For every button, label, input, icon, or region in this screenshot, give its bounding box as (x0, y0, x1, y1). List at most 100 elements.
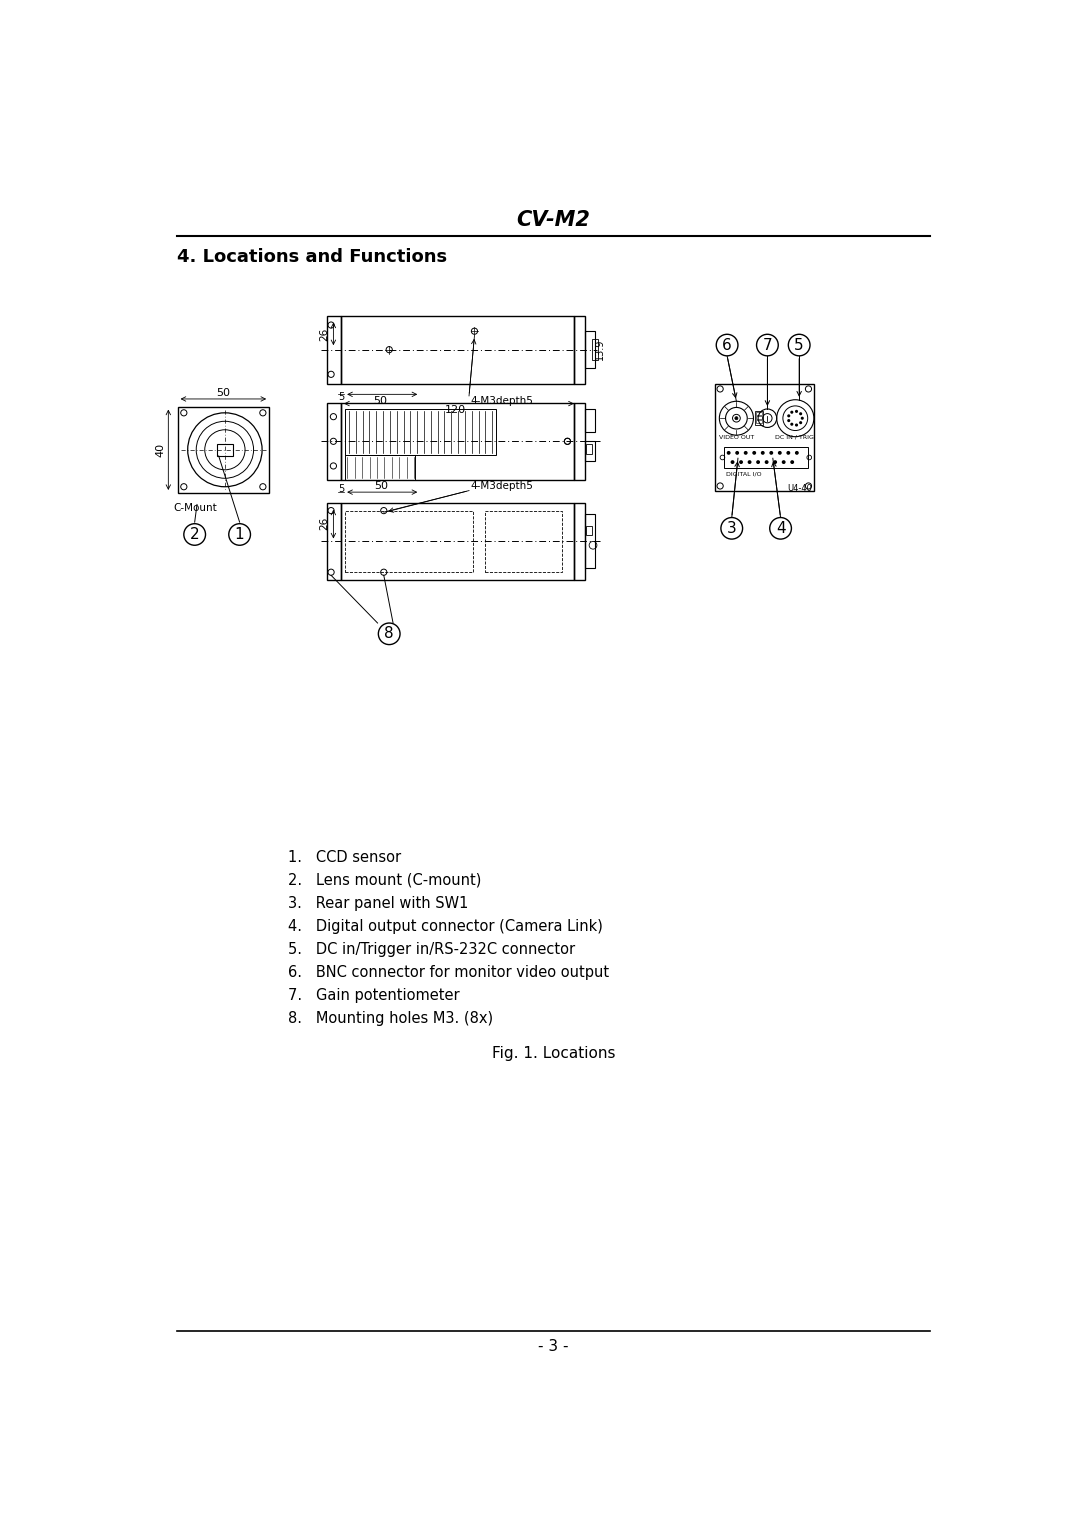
Text: 1: 1 (234, 527, 244, 542)
Text: 26: 26 (320, 516, 329, 530)
Circle shape (734, 417, 738, 420)
Text: 7: 7 (762, 338, 772, 353)
Text: 4-M3depth5: 4-M3depth5 (471, 481, 534, 490)
Circle shape (795, 423, 798, 426)
Text: 6: 6 (723, 338, 732, 353)
Text: 2.   Lens mount (C-mount): 2. Lens mount (C-mount) (288, 872, 482, 888)
Circle shape (788, 335, 810, 356)
Text: 1.   CCD sensor: 1. CCD sensor (288, 850, 402, 865)
Circle shape (735, 451, 739, 455)
Bar (345, 510, 473, 571)
Text: 8: 8 (384, 626, 394, 642)
Text: 50: 50 (375, 481, 389, 490)
Circle shape (757, 335, 779, 356)
Bar (756, 413, 762, 416)
Text: 50: 50 (373, 396, 387, 406)
Bar (341, 316, 573, 384)
Bar (584, 410, 595, 432)
Circle shape (787, 419, 791, 422)
Circle shape (799, 422, 802, 425)
Circle shape (727, 451, 730, 455)
Circle shape (791, 460, 794, 465)
Text: 5: 5 (795, 338, 804, 353)
Circle shape (184, 524, 205, 545)
Text: 4. Locations and Functions: 4. Locations and Functions (177, 248, 447, 266)
Circle shape (747, 460, 752, 465)
Bar (592, 339, 598, 361)
Bar (584, 515, 595, 568)
Bar (485, 510, 562, 571)
Circle shape (378, 623, 400, 645)
Bar (327, 403, 341, 480)
Text: 8.   Mounting holes M3. (8x): 8. Mounting holes M3. (8x) (288, 1012, 494, 1027)
Bar (345, 455, 415, 480)
Circle shape (787, 414, 791, 417)
Circle shape (791, 411, 794, 414)
Text: - 3 -: - 3 - (538, 1339, 569, 1354)
Circle shape (786, 451, 791, 455)
Text: 50: 50 (216, 388, 230, 397)
Bar (756, 420, 762, 423)
Text: 5: 5 (338, 484, 345, 494)
Circle shape (795, 451, 799, 455)
Text: 5: 5 (338, 393, 345, 402)
Bar (573, 403, 584, 480)
Text: 2: 2 (190, 527, 200, 542)
Text: DC IN / TRIG: DC IN / TRIG (775, 435, 814, 440)
Bar (341, 403, 573, 480)
Bar (755, 411, 762, 425)
Text: Fig. 1. Locations: Fig. 1. Locations (491, 1047, 616, 1060)
Circle shape (744, 451, 747, 455)
Text: DIGITAL I/O: DIGITAL I/O (727, 471, 762, 477)
Bar (573, 316, 584, 384)
Circle shape (769, 451, 773, 455)
Text: 3: 3 (727, 521, 737, 536)
Circle shape (739, 460, 743, 465)
Circle shape (795, 410, 798, 413)
Bar (756, 416, 762, 419)
Text: U4-40: U4-40 (787, 484, 812, 492)
Text: VIDEO OUT: VIDEO OUT (718, 435, 754, 440)
Bar (217, 443, 232, 455)
Circle shape (760, 451, 765, 455)
Circle shape (765, 460, 769, 465)
Text: CV-M2: CV-M2 (516, 211, 591, 231)
Circle shape (778, 451, 782, 455)
Text: 4-M3depth5: 4-M3depth5 (471, 396, 534, 406)
Text: C-Mount: C-Mount (174, 503, 217, 513)
Bar (327, 316, 341, 384)
Bar (724, 446, 808, 468)
Bar (586, 526, 592, 535)
Circle shape (756, 460, 760, 465)
Bar (715, 384, 814, 492)
Bar (341, 503, 573, 581)
Bar (584, 442, 595, 460)
Circle shape (782, 460, 785, 465)
Text: 4: 4 (775, 521, 785, 536)
Bar (345, 410, 496, 455)
Circle shape (730, 460, 734, 465)
Circle shape (791, 423, 794, 426)
Circle shape (229, 524, 251, 545)
Circle shape (770, 518, 792, 539)
Bar (327, 503, 341, 581)
Text: 26: 26 (320, 327, 329, 341)
Bar (573, 503, 584, 581)
Text: 6.   BNC connector for monitor video output: 6. BNC connector for monitor video outpu… (288, 966, 609, 979)
Circle shape (799, 413, 802, 416)
Text: 5.   DC in/Trigger in/RS-232C connector: 5. DC in/Trigger in/RS-232C connector (288, 941, 576, 957)
Text: 40: 40 (156, 443, 165, 457)
Text: 4.   Digital output connector (Camera Link): 4. Digital output connector (Camera Link… (288, 918, 604, 934)
Bar (586, 445, 592, 454)
Text: 7.   Gain potentiometer: 7. Gain potentiometer (288, 989, 460, 1004)
Text: 3.   Rear panel with SW1: 3. Rear panel with SW1 (288, 895, 469, 911)
Circle shape (716, 335, 738, 356)
Circle shape (721, 518, 743, 539)
Circle shape (800, 417, 804, 420)
Text: 120: 120 (445, 405, 465, 414)
Bar (177, 406, 269, 494)
Text: 13.9: 13.9 (595, 339, 606, 361)
Circle shape (773, 460, 778, 465)
Bar (584, 332, 595, 368)
Circle shape (753, 451, 756, 455)
